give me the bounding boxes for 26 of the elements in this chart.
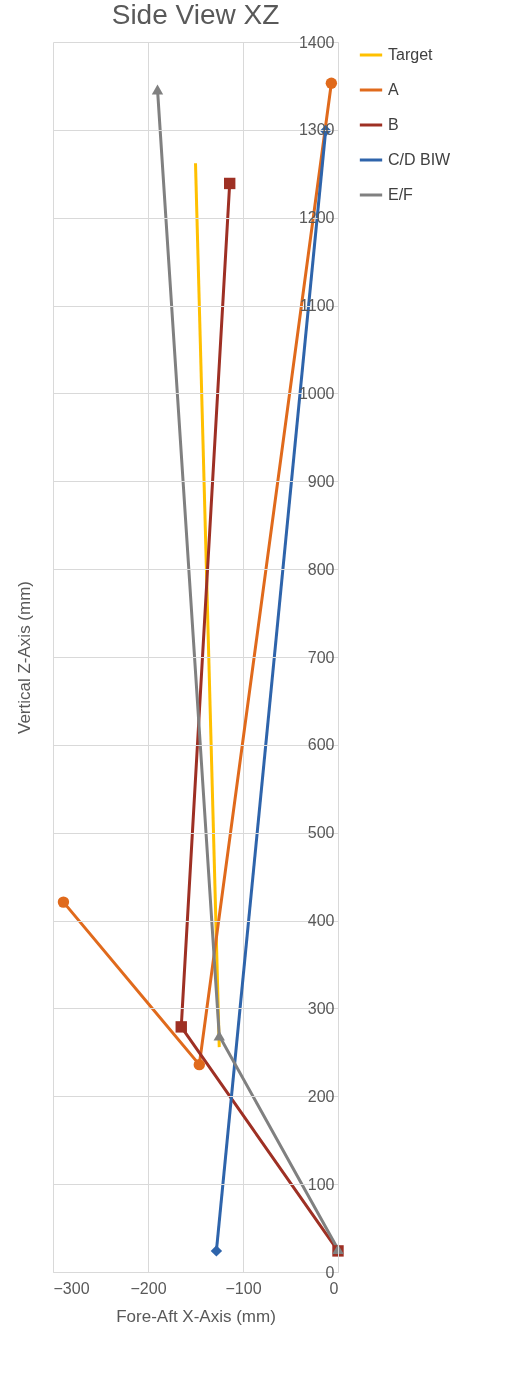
y-tick-label: 1100	[300, 297, 335, 315]
legend-label: E/F	[388, 186, 414, 203]
y-tick-label: 1400	[298, 33, 335, 51]
y-tick-label: 200	[307, 1087, 335, 1105]
chart-title: Side View XZ	[111, 0, 280, 30]
x-tick-label: −300	[53, 1279, 90, 1297]
y-tick-label: 100	[307, 1175, 335, 1193]
x-tick-label: −100	[225, 1279, 262, 1297]
legend-label: Target	[388, 46, 434, 63]
x-axis-title: Fore-Aft X-Axis (mm)	[116, 1306, 276, 1326]
y-axis-title: Vertical Z-Axis (mm)	[14, 581, 34, 734]
y-tick-label: 400	[307, 912, 335, 930]
x-tick-label: −200	[130, 1279, 167, 1297]
y-tick-label: 300	[307, 999, 335, 1017]
y-tick-label: 1000	[298, 384, 335, 402]
y-tick-label: 0	[325, 1263, 335, 1281]
legend-label: C/D BIW	[388, 151, 452, 168]
legend-label: B	[388, 116, 399, 133]
y-tick-label: 500	[307, 824, 335, 842]
y-tick-label: 700	[307, 648, 335, 666]
y-tick-label: 600	[307, 736, 335, 754]
y-tick-label: 800	[307, 560, 335, 578]
legend-label: A	[388, 81, 399, 98]
y-tick-label: 1300	[298, 121, 335, 139]
y-tick-label: 900	[307, 472, 335, 490]
y-tick-label: 1200	[298, 209, 335, 227]
